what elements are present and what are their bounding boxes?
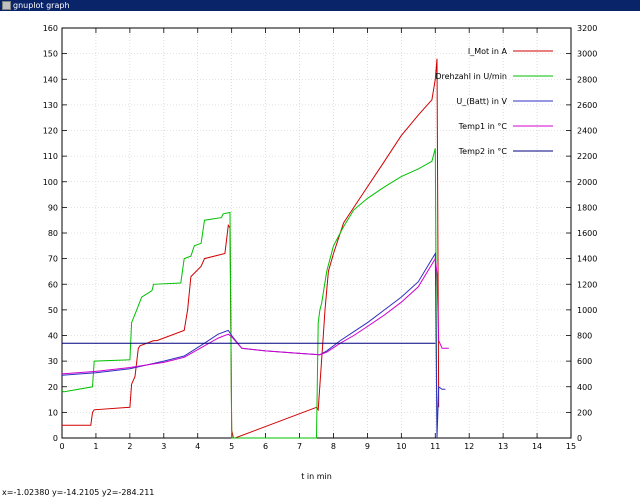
y-tick-label: 70: [48, 255, 58, 264]
y2-tick-label: 200: [577, 408, 592, 417]
y2-tick-label: 1200: [577, 280, 597, 289]
y2-tick-label: 2600: [577, 101, 597, 110]
y-tick-label: 80: [48, 229, 58, 238]
y-tick-label: 0: [53, 434, 58, 443]
y2-tick-label: 3000: [577, 50, 597, 59]
y2-tick-label: 1000: [577, 306, 597, 315]
y-tick-label: 110: [43, 152, 58, 161]
y2-tick-label: 1800: [577, 203, 597, 212]
x-tick-label: 12: [464, 442, 474, 451]
legend-label: I_Mot in A: [468, 47, 508, 56]
y-tick-label: 140: [43, 75, 58, 84]
legend-label: Drehzahl in U/min: [435, 72, 507, 81]
x-tick-label: 7: [297, 442, 302, 451]
y2-tick-label: 400: [577, 383, 592, 392]
y-tick-label: 100: [43, 178, 58, 187]
y2-tick-label: 0: [577, 434, 582, 443]
status-bar: x=-1.02380 y=-14.2105 y2=-284.211: [0, 487, 640, 500]
y-tick-label: 60: [48, 280, 58, 289]
x-tick-label: 6: [263, 442, 268, 451]
x-tick-label: 0: [59, 442, 64, 451]
y2-tick-label: 1600: [577, 229, 597, 238]
app-icon[interactable]: [2, 1, 11, 10]
y-tick-label: 130: [43, 101, 58, 110]
y-tick-label: 120: [43, 127, 58, 136]
y2-tick-label: 2200: [577, 152, 597, 161]
series-line-0: [62, 58, 440, 439]
y2-tick-label: 2400: [577, 127, 597, 136]
y-tick-label: 150: [43, 50, 58, 59]
y2-tick-label: 800: [577, 332, 592, 341]
x-tick-label: 13: [498, 442, 508, 451]
y2-tick-label: 2800: [577, 75, 597, 84]
x-tick-label: 1: [93, 442, 98, 451]
y-tick-label: 20: [48, 383, 58, 392]
gnuplot-chart[interactable]: 0 1 2 3 4 5 6 7 8 9 10 11 12 13 14 15010203040506070809…: [0, 11, 640, 487]
legend-label: U_(Batt) in V: [456, 97, 507, 106]
x-tick-label: 14: [532, 442, 542, 451]
y-tick-label: 50: [48, 306, 58, 315]
y-tick-label: 30: [48, 357, 58, 366]
y-tick-label: 10: [48, 408, 58, 417]
y2-tick-label: 600: [577, 357, 592, 366]
x-axis-label: t in min: [301, 472, 332, 481]
x-tick-label: 8: [331, 442, 336, 451]
x-tick-label: 5: [229, 442, 234, 451]
y-tick-label: 90: [48, 203, 58, 212]
legend-label: Temp2 in °C: [458, 147, 508, 156]
x-tick-label: 10: [396, 442, 406, 451]
x-tick-label: 11: [430, 442, 440, 451]
series-line-3: [61, 257, 449, 375]
y2-tick-label: 2000: [577, 178, 597, 187]
x-tick-label: 4: [195, 442, 200, 451]
series-line-2: [61, 251, 446, 439]
y-tick-label: 40: [48, 332, 58, 341]
window-title: gnuplot graph: [13, 1, 70, 10]
legend-label: Temp1 in °C: [458, 122, 508, 131]
x-tick-label: 9: [365, 442, 370, 451]
y2-tick-label: 1400: [577, 255, 597, 264]
x-tick-label: 3: [161, 442, 166, 451]
mouse-coordinates-readout: x=-1.02380 y=-14.2105 y2=-284.211: [2, 488, 155, 497]
window-titlebar[interactable]: gnuplot graph: [0, 0, 640, 11]
y-tick-label: 160: [43, 24, 58, 33]
x-tick-label: 2: [127, 442, 132, 451]
x-tick-label: 15: [566, 442, 576, 451]
series-line-1: [61, 148, 438, 439]
y2-tick-label: 3200: [577, 24, 597, 33]
